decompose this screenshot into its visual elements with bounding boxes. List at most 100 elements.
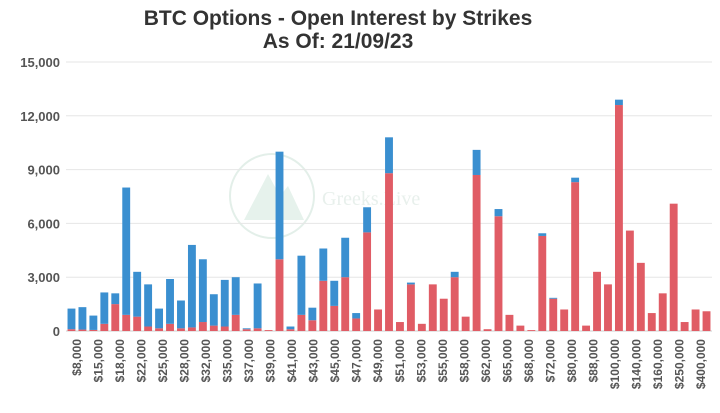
bar-segment-lower xyxy=(363,232,372,331)
bar-segment-lower xyxy=(166,323,174,331)
bar-segment-lower xyxy=(636,262,645,331)
x-tick-label: $80,000 xyxy=(565,339,579,383)
bar-segment-lower xyxy=(406,284,415,331)
x-tick-label: $62,000 xyxy=(479,339,493,383)
bar-segment-upper xyxy=(363,207,372,233)
chart-title: BTC Options - Open Interest by Strikes xyxy=(144,7,533,30)
x-tick-label: $39,000 xyxy=(264,339,278,383)
y-tick-label: 0 xyxy=(53,324,60,339)
bar-segment-lower xyxy=(319,280,328,331)
bar-segment-lower xyxy=(67,329,76,331)
bar-segment-upper xyxy=(133,271,142,317)
bar-segment-lower xyxy=(483,329,492,331)
bar-segment-upper xyxy=(166,278,174,324)
bar-segment-upper xyxy=(308,307,317,321)
x-tick-label: $49,000 xyxy=(371,339,385,383)
bar-segment-lower xyxy=(549,298,558,331)
x-tick-label: $68,000 xyxy=(522,339,536,383)
bar-segment-lower xyxy=(155,328,164,331)
x-tick-label: $72,000 xyxy=(544,339,558,383)
bar-segment-upper xyxy=(100,292,109,324)
bar-segment-upper xyxy=(177,300,185,329)
bar-segment-lower xyxy=(702,311,711,331)
watermark-logo: Greeks.Live xyxy=(229,153,420,239)
bar-segment-lower xyxy=(494,216,503,331)
bar-segment-lower xyxy=(658,293,667,331)
bar-segment-upper xyxy=(242,328,251,330)
bar-segment-lower xyxy=(450,277,459,331)
bar-segment-upper xyxy=(275,151,284,260)
bar-segment-lower xyxy=(308,320,317,331)
x-tick-label: $22,000 xyxy=(134,339,148,383)
bar-segment-lower xyxy=(133,316,142,331)
bar-segment-lower xyxy=(330,305,339,331)
bar-segment-lower xyxy=(604,284,612,331)
x-tick-label: $53,000 xyxy=(414,339,428,383)
x-tick-label: $47,000 xyxy=(350,339,364,383)
bar-segment-lower xyxy=(538,235,547,331)
bar-segment-lower xyxy=(177,328,185,331)
bar-segment-lower xyxy=(220,326,229,331)
y-tick-label: 12,000 xyxy=(20,109,60,124)
bar-segment-upper xyxy=(614,99,623,106)
bar-segment-lower xyxy=(352,318,361,331)
x-tick-label: $250,000 xyxy=(673,339,687,389)
bar-segment-upper xyxy=(187,244,196,328)
x-tick-label: $15,000 xyxy=(91,339,105,383)
bar-segment-lower xyxy=(122,314,131,331)
bar-segment-lower xyxy=(647,313,656,331)
bar-segment-lower xyxy=(100,323,109,331)
bar-segment-upper xyxy=(472,149,481,175)
x-tick-label: $88,000 xyxy=(587,339,601,383)
x-tick-label: $51,000 xyxy=(393,339,407,383)
bar-segment-upper xyxy=(111,293,120,305)
bar-segment-lower xyxy=(275,259,284,331)
x-tick-label: $32,000 xyxy=(199,339,213,383)
bar-segment-upper xyxy=(450,271,459,278)
bar-segment-lower xyxy=(505,314,514,331)
bar-segment-upper xyxy=(220,279,229,327)
bar-segment-upper xyxy=(297,255,306,315)
x-tick-label: $65,000 xyxy=(500,339,514,383)
bar-segment-lower xyxy=(461,316,470,331)
bar-segment-upper xyxy=(78,307,87,330)
bar-segment-upper xyxy=(341,237,350,278)
bar-segment-upper xyxy=(406,282,415,285)
bar-segment-upper xyxy=(330,280,339,306)
bar-segment-lower xyxy=(286,329,295,331)
bar-segment-lower xyxy=(253,328,262,331)
bar-segment-lower xyxy=(297,314,306,331)
bar-segment-upper xyxy=(352,313,361,319)
x-axis: $8,000 $15,000 $18,000 $22,000 $25,000 $28,00… xyxy=(70,339,708,389)
bar-area xyxy=(67,99,711,331)
bar-segment-lower xyxy=(231,314,240,331)
bar-segment-lower xyxy=(625,230,634,331)
bar-segment-upper xyxy=(198,259,207,323)
x-tick-label: $100,000 xyxy=(608,339,622,389)
bar-segment-lower xyxy=(242,329,251,331)
bar-segment-upper xyxy=(385,137,393,174)
bar-segment-upper xyxy=(122,187,131,315)
bar-segment-lower xyxy=(264,330,273,331)
x-tick-label: $28,000 xyxy=(177,339,191,383)
bar-segment-lower xyxy=(614,105,623,331)
bar-segment-lower xyxy=(341,277,350,331)
watermark-mountain-icon xyxy=(244,174,304,220)
y-tick-label: 6,000 xyxy=(27,216,60,231)
bar-segment-lower xyxy=(582,325,591,331)
x-tick-label: $160,000 xyxy=(651,339,665,389)
x-tick-label: $25,000 xyxy=(156,339,170,383)
x-tick-label: $140,000 xyxy=(630,339,644,389)
bar-segment-lower xyxy=(691,309,700,331)
bar-segment-lower xyxy=(571,182,580,331)
bar-segment-upper xyxy=(209,294,218,326)
chart-subtitle: As Of: 21/09/23 xyxy=(263,30,414,53)
bar-segment-lower xyxy=(439,298,448,331)
bar-segment-upper xyxy=(144,284,153,327)
watermark-text: Greeks.Live xyxy=(322,188,420,210)
y-axis: 0 3,000 6,000 9,000 12,000 15,000 xyxy=(20,55,60,339)
y-tick-label: 9,000 xyxy=(27,163,60,178)
bar-segment-upper xyxy=(494,209,503,217)
bar-segment-lower xyxy=(593,271,601,331)
bar-segment-upper xyxy=(286,326,295,330)
